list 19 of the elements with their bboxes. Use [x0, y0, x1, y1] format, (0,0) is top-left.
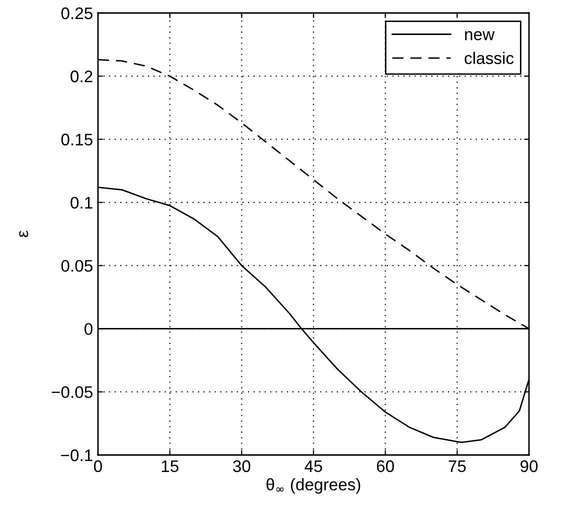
- y-tick-label: 0: [84, 323, 92, 335]
- y-tick-label: 0.25: [61, 7, 92, 20]
- legend-label: classic: [464, 52, 514, 64]
- y-tick-label: 0.05: [61, 260, 92, 272]
- x-tick-label: 75: [448, 460, 466, 472]
- y-tick-label: −0.1: [61, 449, 92, 462]
- y-axis-title: ε: [19, 230, 28, 238]
- legend-label: new: [465, 31, 495, 40]
- x-tick-label: 0: [94, 460, 102, 472]
- x-tick-label: 30: [233, 460, 250, 472]
- x-tick-label: 15: [162, 460, 178, 472]
- x-tick-label: 90: [520, 460, 538, 472]
- y-tick-label: 0.2: [70, 70, 92, 82]
- y-tick-label: 0.1: [70, 196, 92, 209]
- x-tick-label: 45: [304, 460, 322, 472]
- y-tick-label: −0.05: [52, 386, 92, 398]
- x-axis-title: θ$_{∞}$ (degrees): [266, 478, 360, 494]
- x-tick-label: 60: [376, 460, 394, 472]
- y-tick-label: 0.15: [61, 134, 92, 146]
